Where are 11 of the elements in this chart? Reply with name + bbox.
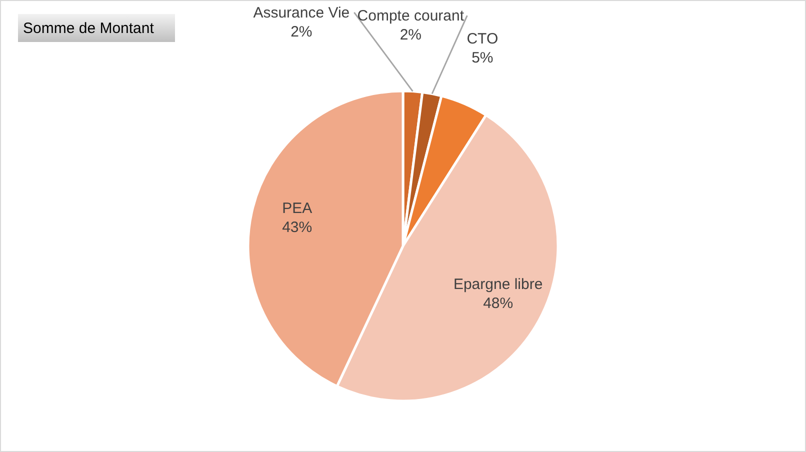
text: Somme de Montant	[23, 20, 155, 37]
slice-label: Assurance Vie	[253, 4, 350, 22]
data-label: 2%	[290, 23, 312, 40]
slice-label: PEA	[282, 200, 312, 217]
data-label: 43%	[282, 218, 312, 236]
data-label: 48%	[483, 294, 514, 312]
slice-label: Epargne libre	[453, 276, 543, 293]
slice-label: Compte courant	[357, 8, 465, 25]
data-label: 5%	[472, 49, 494, 66]
slice-label: CTO	[466, 30, 498, 48]
data-label: 2%	[400, 26, 422, 44]
